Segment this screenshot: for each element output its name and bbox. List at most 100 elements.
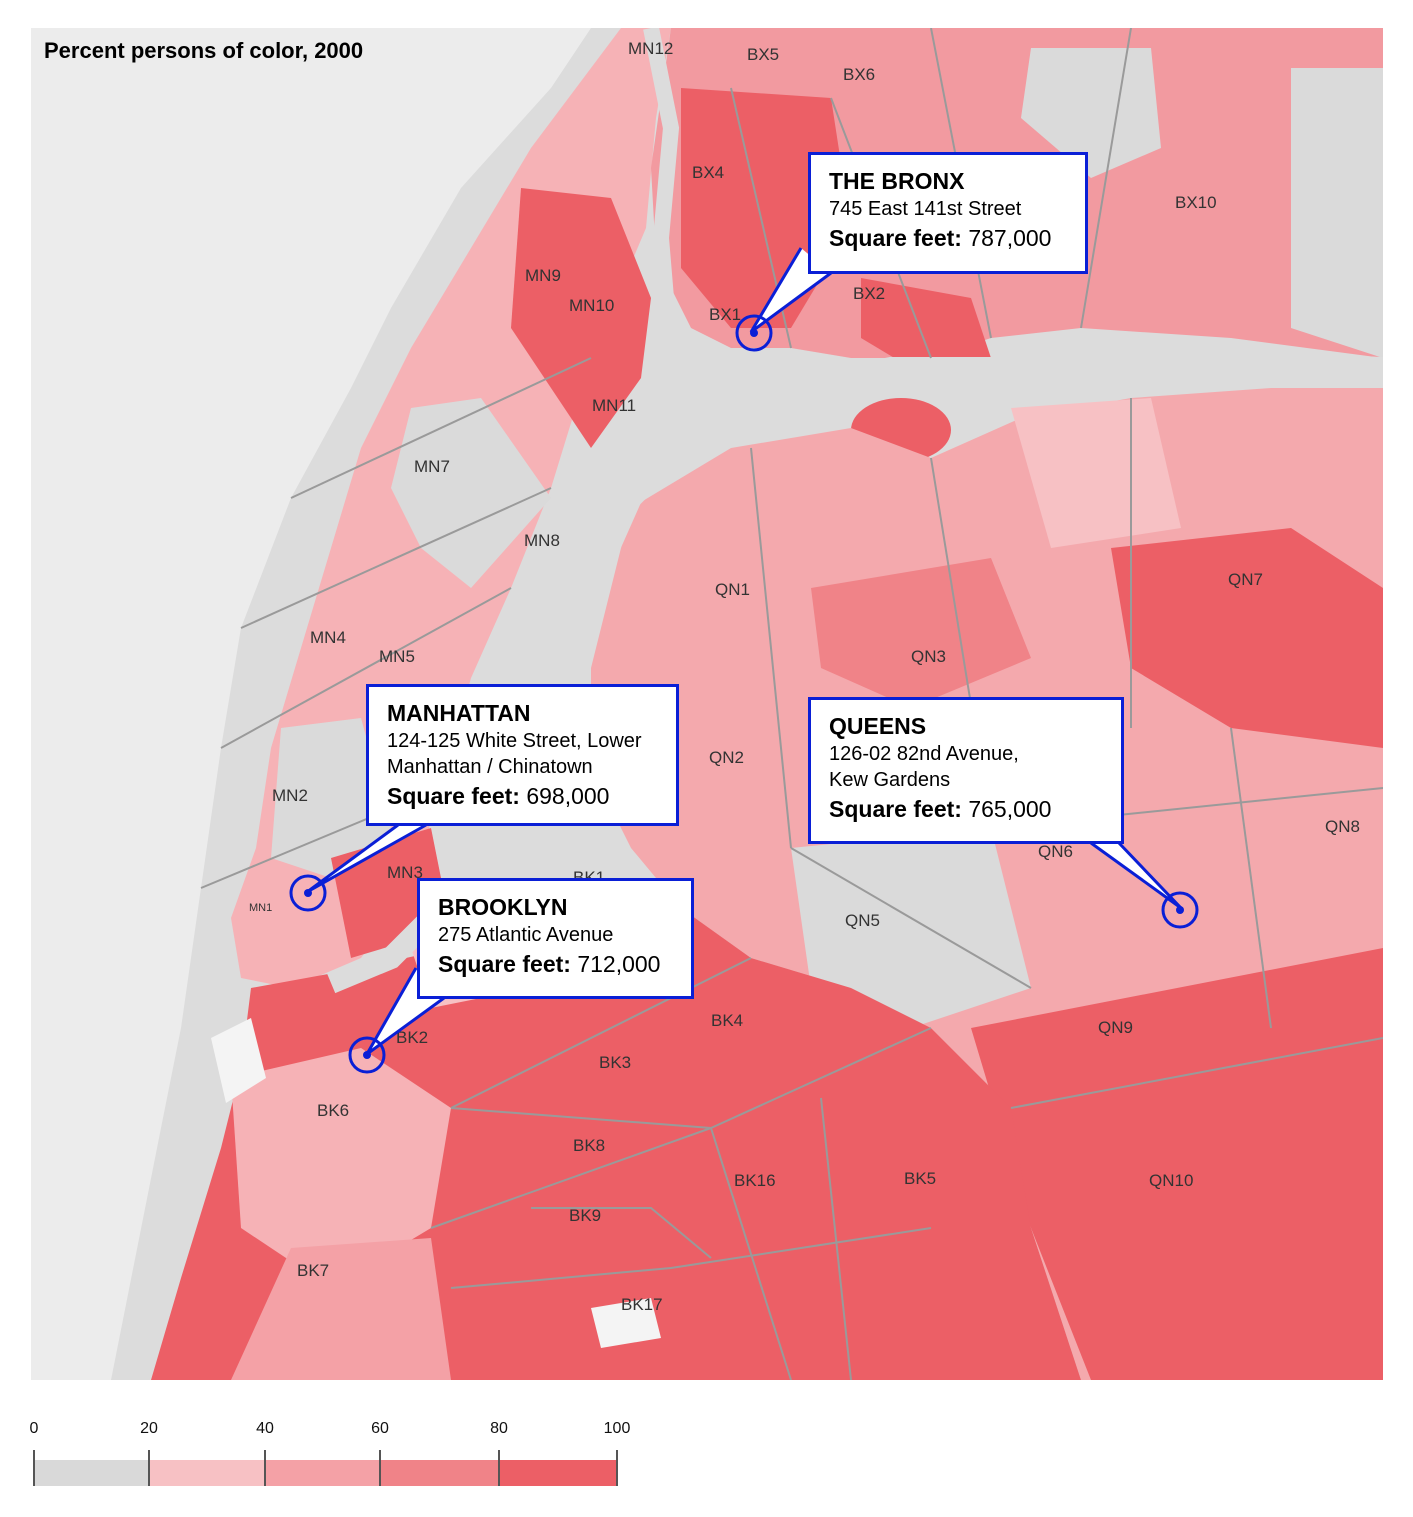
legend-swatch bbox=[380, 1460, 499, 1486]
bronx-soundview-area bbox=[861, 278, 991, 368]
legend-tick-label: 40 bbox=[256, 1420, 274, 1437]
district-label: MN5 bbox=[379, 647, 415, 666]
queens-bayside-area bbox=[1011, 398, 1181, 548]
district-label: MN4 bbox=[310, 628, 346, 647]
legend-tick-label: 100 bbox=[603, 1420, 631, 1437]
legend-tick-label: 80 bbox=[490, 1420, 508, 1437]
callout-address-line1: 124-125 White Street, Lower bbox=[387, 730, 642, 752]
legend-tick-label: 20 bbox=[140, 1420, 158, 1437]
legend-scale bbox=[33, 1450, 618, 1486]
district-label: QN8 bbox=[1325, 817, 1360, 836]
queens-flushing-area bbox=[1111, 528, 1383, 748]
brooklyn-callout[interactable]: BROOKLYN 275 Atlantic Avenue Square feet… bbox=[417, 878, 694, 999]
district-label: QN1 bbox=[715, 580, 750, 599]
callout-address: 745 East 141st Street bbox=[829, 198, 1022, 220]
square-feet-value: 787,000 bbox=[968, 225, 1052, 251]
district-label: MN9 bbox=[525, 266, 561, 285]
manhattan-marker-icon[interactable] bbox=[289, 874, 327, 912]
location-markers bbox=[289, 314, 1199, 1074]
callout-title: QUEENS bbox=[829, 713, 927, 739]
east-river-north bbox=[623, 346, 1383, 506]
queens-jackson-heights-area bbox=[811, 558, 1031, 708]
district-labels: MN12 BX5 BX6 BX4 BX10 MN9 MN10 BX1 BX2 M… bbox=[249, 39, 1360, 1314]
callout-address-line1: 126-02 82nd Avenue, bbox=[829, 743, 1019, 765]
callout-address-line2: Manhattan / Chinatown bbox=[387, 756, 593, 778]
square-feet-label: Square feet: bbox=[387, 783, 520, 809]
district-label: BK6 bbox=[317, 1101, 349, 1120]
district-label: BX5 bbox=[747, 45, 779, 64]
district-label: MN7 bbox=[414, 457, 450, 476]
district-label: QN9 bbox=[1098, 1018, 1133, 1037]
manhattan-lower-west-area bbox=[271, 718, 391, 878]
callout-square-feet: Square feet: 712,000 bbox=[438, 948, 673, 980]
district-label: QN3 bbox=[911, 647, 946, 666]
new-jersey-land bbox=[31, 28, 591, 1380]
bronx-riverdale-area bbox=[1021, 48, 1161, 178]
queens-southeast-area bbox=[971, 948, 1383, 1380]
square-feet-label: Square feet: bbox=[829, 796, 962, 822]
district-label: MN1 bbox=[249, 902, 272, 914]
district-label: BX4 bbox=[692, 163, 724, 182]
callout-address-line2: Kew Gardens bbox=[829, 769, 951, 791]
square-feet-value: 698,000 bbox=[526, 783, 610, 809]
callout-title: MANHATTAN bbox=[387, 700, 531, 726]
queens-ridgewood-area bbox=[791, 828, 1031, 1028]
district-label: BX1 bbox=[709, 305, 741, 324]
district-label: BX10 bbox=[1175, 193, 1217, 212]
bronx-callout[interactable]: THE BRONX 745 East 141st Street Square f… bbox=[808, 152, 1088, 274]
legend-swatch bbox=[499, 1460, 617, 1486]
queens-callout[interactable]: QUEENS 126-02 82nd Avenue, Kew Gardens S… bbox=[808, 697, 1124, 844]
square-feet-label: Square feet: bbox=[438, 951, 571, 977]
legend-tick-label: 0 bbox=[29, 1420, 39, 1437]
legend-swatch bbox=[149, 1460, 265, 1486]
harlem-river bbox=[613, 28, 680, 501]
square-feet-value: 765,000 bbox=[968, 796, 1052, 822]
brooklyn-park-area bbox=[591, 1298, 661, 1348]
brooklyn-bay-ridge-area bbox=[231, 1238, 451, 1380]
district-label: BK2 bbox=[396, 1028, 428, 1047]
callout-square-feet: Square feet: 787,000 bbox=[829, 222, 1067, 254]
district-label: QN5 bbox=[845, 911, 880, 930]
district-label: BK9 bbox=[569, 1206, 601, 1225]
queens-marker-icon[interactable] bbox=[1161, 891, 1199, 929]
bronx-east-area bbox=[1291, 68, 1383, 358]
district-label: BX2 bbox=[853, 284, 885, 303]
choropleth-map: MN12 BX5 BX6 BX4 BX10 MN9 MN10 BX1 BX2 M… bbox=[31, 28, 1383, 1380]
bronx-marker-icon[interactable] bbox=[735, 314, 773, 352]
district-label: BK3 bbox=[599, 1053, 631, 1072]
district-label: QN10 bbox=[1149, 1171, 1193, 1190]
district-label: BK4 bbox=[711, 1011, 743, 1030]
map-title: Percent persons of color, 2000 bbox=[44, 38, 364, 63]
callout-square-feet: Square feet: 698,000 bbox=[387, 780, 658, 812]
district-label: BK5 bbox=[904, 1169, 936, 1188]
district-label: BK16 bbox=[734, 1171, 776, 1190]
district-label: BX6 bbox=[843, 65, 875, 84]
legend-swatches bbox=[34, 1460, 617, 1486]
callout-title: THE BRONX bbox=[829, 168, 965, 194]
district-label: BK17 bbox=[621, 1295, 663, 1314]
district-label: BK8 bbox=[573, 1136, 605, 1155]
brooklyn-marker-icon[interactable] bbox=[348, 1036, 386, 1074]
callout-square-feet: Square feet: 765,000 bbox=[829, 793, 1103, 825]
district-label: QN6 bbox=[1038, 842, 1073, 861]
manhattan-callout[interactable]: MANHATTAN 124-125 White Street, Lower Ma… bbox=[366, 684, 679, 826]
district-label: QN7 bbox=[1228, 570, 1263, 589]
district-label: MN11 bbox=[592, 396, 636, 415]
district-label: MN12 bbox=[628, 39, 673, 58]
district-label: QN2 bbox=[709, 748, 744, 767]
square-feet-value: 712,000 bbox=[577, 951, 661, 977]
district-label: MN10 bbox=[569, 296, 614, 315]
square-feet-label: Square feet: bbox=[829, 225, 962, 251]
legend-tick-label: 60 bbox=[371, 1420, 389, 1437]
manhattan-harlem-area bbox=[511, 188, 651, 448]
legend-swatch bbox=[34, 1460, 149, 1486]
callout-title: BROOKLYN bbox=[438, 894, 568, 920]
governors-island bbox=[211, 1018, 266, 1103]
district-label: MN3 bbox=[387, 863, 423, 882]
manhattan-upper-west-area bbox=[391, 398, 551, 588]
legend-swatch bbox=[265, 1460, 380, 1486]
legend-ticks bbox=[33, 1450, 618, 1486]
map-frame[interactable]: MN12 BX5 BX6 BX4 BX10 MN9 MN10 BX1 BX2 M… bbox=[31, 28, 1383, 1380]
district-label: MN2 bbox=[272, 786, 308, 805]
brooklyn-park-slope-area bbox=[231, 1048, 451, 1288]
